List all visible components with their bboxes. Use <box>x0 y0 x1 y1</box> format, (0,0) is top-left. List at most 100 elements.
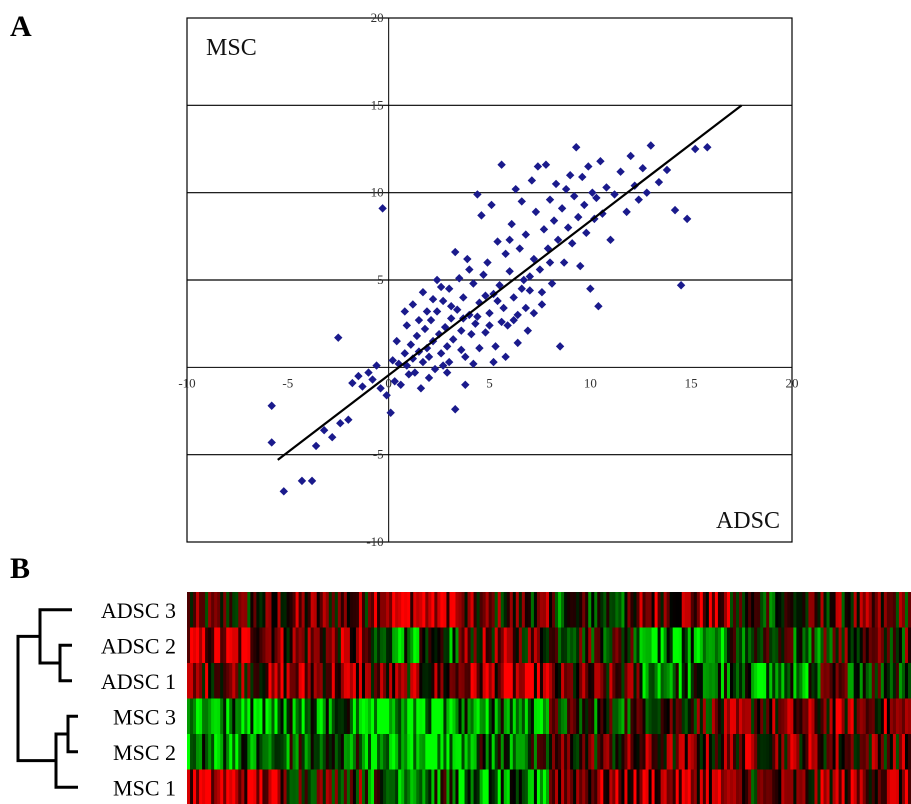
heatmap-cell <box>817 627 821 663</box>
heatmap-cell <box>907 592 911 628</box>
heatmap-cell <box>739 769 743 804</box>
heatmap-cell <box>880 627 885 663</box>
heatmap-cell <box>817 769 821 804</box>
heatmap-cell <box>250 627 254 663</box>
heatmap-cell <box>639 698 643 734</box>
heatmap-cell <box>467 698 471 734</box>
heatmap-cell <box>573 734 577 770</box>
heatmap-cell <box>684 698 689 734</box>
heatmap-cell <box>699 663 704 699</box>
heatmap-cell <box>380 769 384 804</box>
heatmap-cell <box>901 627 906 663</box>
heatmap-cell <box>232 769 236 804</box>
heatmap-cell <box>250 734 254 770</box>
heatmap-cell <box>440 698 444 734</box>
heatmap-cell <box>787 769 791 804</box>
heatmap-cell <box>214 592 218 628</box>
heatmap-cell <box>826 734 830 770</box>
heatmap-cells <box>187 592 911 804</box>
heatmap-cell <box>850 769 855 804</box>
heatmap-cell <box>609 734 613 770</box>
heatmap-cell <box>805 592 809 628</box>
heatmap-cell <box>730 663 734 699</box>
heatmap-cell <box>633 592 637 628</box>
heatmap-cell <box>419 663 423 699</box>
heatmap-cell <box>681 734 686 770</box>
heatmap-cell <box>253 769 257 804</box>
heatmap-cell <box>512 592 517 628</box>
heatmap-cell <box>567 592 571 628</box>
heatmap-cell <box>835 592 839 628</box>
heatmap-cell <box>277 663 281 699</box>
heatmap-cell <box>582 592 586 628</box>
heatmap-cell <box>681 592 686 628</box>
heatmap-cell <box>699 734 704 770</box>
heatmap-cell <box>482 627 487 663</box>
heatmap-cell <box>730 627 734 663</box>
heatmap-cell <box>316 698 321 734</box>
heatmap-cell <box>533 769 538 804</box>
heatmap-cell <box>696 769 701 804</box>
heatmap-cell <box>244 663 248 699</box>
heatmap-cell <box>482 734 487 770</box>
heatmap-cell <box>723 769 728 804</box>
heatmap-cell <box>784 627 788 663</box>
heatmap-cell <box>485 734 490 770</box>
heatmap-cell <box>730 734 734 770</box>
heatmap-cell <box>482 698 487 734</box>
heatmap-cell <box>229 663 233 699</box>
heatmap-cell <box>283 627 287 663</box>
heatmap-cell <box>883 663 888 699</box>
heatmap-cell <box>895 769 900 804</box>
heatmap-cell <box>723 698 728 734</box>
data-point <box>376 384 385 393</box>
heatmap-cell <box>675 592 680 628</box>
data-point <box>515 244 524 253</box>
heatmap-cell <box>823 627 827 663</box>
data-point <box>606 235 615 245</box>
heatmap-cell <box>361 663 366 699</box>
heatmap-cell <box>600 627 604 663</box>
heatmap-cell <box>862 627 867 663</box>
data-point <box>505 235 514 245</box>
heatmap-cell <box>624 734 628 770</box>
heatmap-cell <box>757 734 761 770</box>
heatmap-cell <box>754 734 758 770</box>
heatmap-cell <box>648 663 652 699</box>
heatmap-cell <box>708 592 713 628</box>
heatmap-cell <box>515 663 520 699</box>
heatmap-cell <box>491 769 496 804</box>
heatmap-cell <box>443 592 447 628</box>
heatmap-cell <box>717 698 722 734</box>
heatmap-cell <box>826 769 830 804</box>
heatmap-cell <box>624 698 628 734</box>
data-point <box>501 249 510 258</box>
heatmap-cell <box>567 769 571 804</box>
heatmap-cell <box>340 592 345 628</box>
data-point <box>509 315 518 325</box>
heatmap-cell <box>787 663 791 699</box>
heatmap-cell <box>555 698 559 734</box>
heatmap-cell <box>256 698 260 734</box>
heatmap-cell <box>380 698 384 734</box>
heatmap-cell <box>383 769 387 804</box>
heatmap-cell <box>343 769 348 804</box>
heatmap-cell <box>654 769 658 804</box>
heatmap-cell <box>470 698 474 734</box>
heatmap-cell <box>838 769 843 804</box>
heatmap-cell <box>769 627 773 663</box>
data-point <box>559 258 569 267</box>
heatmap-cell <box>579 592 583 628</box>
heatmap-cell <box>392 734 396 770</box>
heatmap-cell <box>277 592 281 628</box>
heatmap-cell <box>660 769 665 804</box>
heatmap-cell <box>295 769 300 804</box>
heatmap-cell <box>328 734 333 770</box>
heatmap-cell <box>766 698 770 734</box>
heatmap-cell <box>277 698 281 734</box>
heatmap-cell <box>319 627 324 663</box>
heatmap-cell <box>660 734 665 770</box>
heatmap-cell <box>368 698 372 734</box>
